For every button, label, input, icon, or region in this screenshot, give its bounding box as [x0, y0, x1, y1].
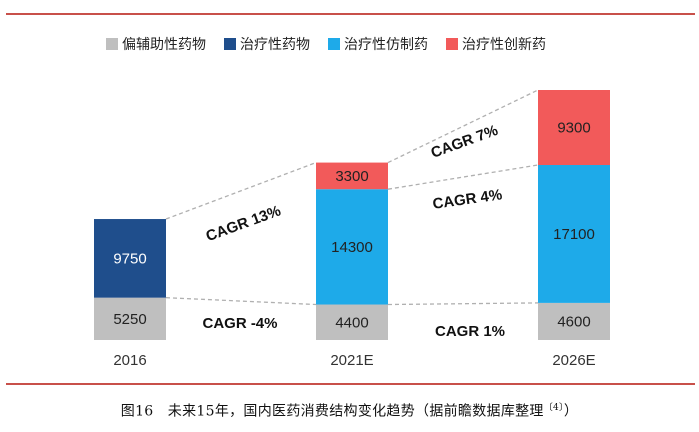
data-label-2016-0: 5250 — [113, 311, 146, 328]
category-label-2026E: 2026E — [552, 352, 595, 369]
chart-legend: 偏辅助性药物 治疗性药物 治疗性仿制药 治疗性创新药 — [106, 34, 546, 54]
bar-segment-2026E-0 — [538, 302, 610, 340]
data-label-2021E-0: 4400 — [335, 314, 368, 331]
legend-swatch-generic — [328, 38, 340, 50]
top-rule — [6, 13, 695, 15]
category-label-2021E: 2021E — [330, 352, 373, 369]
figure-caption: 图16 未来15年，国内医药消费结构变化趋势（据前瞻数据库整理〔4〕） — [0, 400, 699, 421]
legend-item-adjuvant: 偏辅助性药物 — [106, 34, 206, 54]
bottom-rule — [6, 383, 695, 385]
legend-label-adjuvant: 偏辅助性药物 — [122, 37, 206, 53]
bar-segment-2021E-0 — [316, 304, 388, 340]
legend-item-generic: 治疗性仿制药 — [328, 34, 428, 54]
connector-adjuvant-2 — [387, 302, 539, 306]
legend-item-therapeutic: 治疗性药物 — [224, 34, 310, 54]
legend-swatch-therapeutic — [224, 38, 236, 50]
data-label-2016-1: 9750 — [113, 250, 146, 267]
data-label-2026E-2: 17100 — [553, 226, 595, 243]
data-label-2021E-3: 3300 — [335, 168, 368, 185]
bar-segment-2021E-2 — [316, 189, 388, 305]
caption-ref: 〔4〕 — [543, 403, 564, 413]
legend-label-therapeutic: 治疗性药物 — [240, 37, 310, 53]
cagr-annotation-4: CAGR 1% — [435, 323, 505, 340]
cagr-annotation-0: CAGR 13% — [204, 202, 283, 245]
bar-segment-2026E-2 — [538, 165, 610, 303]
data-label-2021E-2: 14300 — [331, 239, 373, 256]
legend-label-innovative: 治疗性创新药 — [462, 37, 546, 53]
category-label-2016: 2016 — [113, 352, 146, 369]
bar-segment-2026E-3 — [538, 90, 610, 165]
legend-item-innovative: 治疗性创新药 — [446, 34, 546, 54]
caption-text: 图16 未来15年，国内医药消费结构变化趋势（据前瞻数据库整理 — [120, 403, 544, 420]
cagr-annotation-2: CAGR 7% — [429, 122, 501, 162]
bar-segment-2016-1 — [94, 219, 166, 298]
caption-close: ） — [563, 403, 579, 420]
connector-generic-2 — [387, 164, 539, 190]
data-label-2026E-3: 9300 — [557, 120, 590, 137]
legend-swatch-innovative — [446, 38, 458, 50]
connector-total-2 — [387, 89, 539, 164]
legend-swatch-adjuvant — [106, 38, 118, 50]
bar-segment-2021E-3 — [316, 162, 388, 190]
bar-segment-2016-0 — [94, 297, 166, 340]
cagr-annotation-3: CAGR 4% — [432, 186, 504, 213]
cagr-annotation-1: CAGR -4% — [202, 315, 277, 332]
legend-label-generic: 治疗性仿制药 — [344, 37, 428, 53]
data-label-2026E-0: 4600 — [557, 313, 590, 330]
connector-adjuvant-1 — [165, 297, 317, 306]
connector-total-1 — [165, 161, 317, 220]
